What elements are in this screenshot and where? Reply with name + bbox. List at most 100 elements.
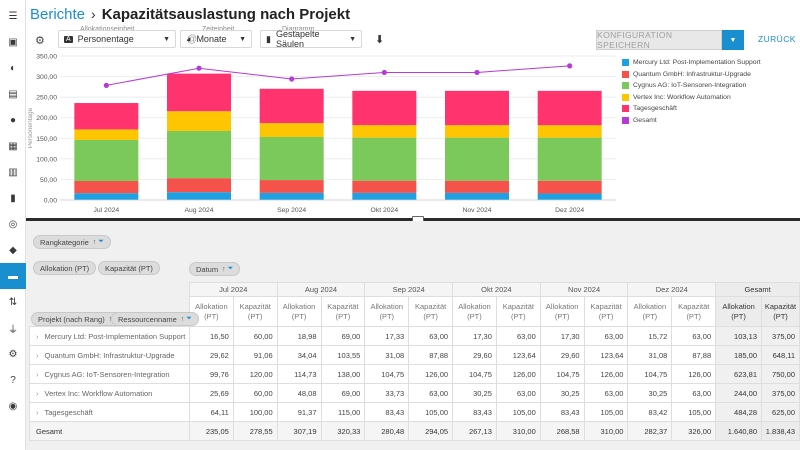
bar-segment[interactable] — [537, 125, 602, 138]
legend-swatch — [622, 59, 629, 67]
page-title: Kapazitätsauslastung nach Projekt — [101, 5, 351, 23]
legend-item[interactable]: Mercury Ltd: Post-Implementation Support — [622, 57, 761, 69]
bar-segment[interactable] — [259, 123, 324, 137]
total-line-point[interactable] — [103, 82, 109, 88]
filter-icon[interactable]: ⏷ — [186, 315, 192, 322]
report-icon[interactable]: ▬ — [0, 263, 26, 289]
total-line-point[interactable] — [567, 63, 573, 69]
bar-segment[interactable] — [352, 192, 417, 200]
diagram-select[interactable]: ▮ Gestapelte Säulen ▼ — [260, 29, 362, 49]
bar-segment[interactable] — [167, 73, 231, 112]
expand-row-icon[interactable]: › — [36, 407, 39, 417]
bar-segment[interactable] — [445, 90, 509, 126]
project-row-header[interactable]: › Cygnus AG: IoT-Sensoren-Integration — [29, 364, 190, 384]
expand-row-icon[interactable]: › — [36, 331, 39, 341]
bar-segment[interactable] — [445, 180, 509, 193]
legend-item[interactable]: Quantum GmbH: Infrastruktur-Upgrade — [622, 69, 761, 81]
chip-allocation[interactable]: Allokation (PT) — [33, 261, 97, 275]
plug-icon[interactable]: ⏚ — [8, 324, 18, 336]
back-button[interactable]: ZURÜCK — [758, 34, 796, 44]
users-icon[interactable]: ● — [9, 114, 17, 126]
legend-item[interactable]: Vertex Inc: Workflow Automation — [622, 92, 761, 104]
sort-asc-icon[interactable]: ↑ — [222, 265, 226, 273]
chip-capacity[interactable]: Kapazität (PT) — [98, 261, 160, 275]
bar-segment[interactable] — [445, 192, 509, 200]
value-cell: 69,00 — [320, 326, 366, 346]
project-row-header[interactable]: › Mercury Ltd: Post-Implementation Suppor… — [29, 326, 190, 346]
chip-resource-name[interactable]: Ressourcenname ↑ ⏷ — [111, 312, 199, 326]
allocation-unit-select[interactable]: A Personentage ▼ — [58, 30, 176, 48]
bar-segment[interactable] — [537, 193, 602, 200]
project-row-header[interactable]: › Quantum GmbH: Infrastruktur-Upgrade — [29, 345, 190, 365]
bar-segment[interactable] — [259, 180, 324, 193]
gear-icon[interactable]: ⚙ — [35, 35, 45, 47]
bar-segment[interactable] — [259, 136, 324, 181]
bar-segment[interactable] — [445, 137, 509, 181]
bar-segment[interactable] — [445, 125, 509, 138]
total-line-point[interactable] — [289, 76, 295, 82]
bar-segment[interactable] — [537, 137, 602, 181]
list-icon[interactable]: ☰ — [8, 10, 18, 22]
palette-icon[interactable]: ◐ — [9, 62, 17, 74]
compass-icon[interactable]: ◉ — [8, 400, 18, 412]
table-icon[interactable]: ▥ — [8, 166, 18, 178]
bar-segment[interactable] — [167, 130, 231, 179]
expand-row-icon[interactable]: › — [36, 369, 39, 379]
value-cell: 69,00 — [320, 383, 366, 403]
target-icon[interactable]: ◎ — [8, 218, 18, 230]
bar-segment[interactable] — [74, 181, 139, 194]
sort-icon[interactable]: ⇅ — [8, 296, 18, 308]
chip-date[interactable]: Datum ↑ ⏷ — [189, 262, 241, 276]
time-unit-select[interactable]: ◕ Monate ▼ — [180, 30, 252, 48]
value-cell: 25,69 — [188, 383, 234, 403]
table-row: › Cygnus AG: IoT-Sensoren-Integration 99,7… — [29, 364, 800, 384]
sort-asc-icon[interactable]: ↑ — [109, 316, 113, 323]
bar-segment[interactable] — [74, 129, 139, 140]
bar-segment[interactable] — [74, 103, 139, 130]
legend-item[interactable]: Cygnus AG: IoT-Sensoren-Integration — [622, 80, 761, 92]
bar-segment[interactable] — [167, 111, 231, 131]
total-cell: 185,00 — [715, 345, 762, 365]
bar-segment[interactable] — [537, 90, 602, 126]
legend-item[interactable]: Tagesgeschäft — [622, 103, 761, 115]
bar-segment[interactable] — [352, 180, 417, 193]
legend-label: Quantum GmbH: Infrastruktur-Upgrade — [633, 70, 751, 78]
breadcrumb-reports-link[interactable]: Berichte — [30, 5, 86, 23]
bar-segment[interactable] — [352, 90, 417, 126]
kanban-icon[interactable]: ▮ — [10, 192, 16, 204]
total-line-point[interactable] — [381, 69, 387, 76]
chip-rank-category[interactable]: Rangkategorie ↑ ⏷ — [33, 235, 111, 249]
project-row-header[interactable]: › Vertex Inc: Workflow Automation — [29, 383, 190, 403]
bar-segment[interactable] — [352, 137, 417, 181]
server-icon[interactable]: ▦ — [8, 140, 18, 152]
gear-icon[interactable]: ⚙ — [8, 348, 18, 360]
bar-segment[interactable] — [352, 125, 417, 138]
expand-row-icon[interactable]: › — [36, 388, 39, 398]
filter-icon[interactable]: ⏷ — [98, 238, 104, 245]
contact-icon[interactable]: ▤ — [8, 88, 18, 100]
help-icon[interactable]: ? — [10, 374, 16, 386]
bar-segment[interactable] — [167, 178, 231, 193]
project-row-header[interactable]: › Tagesgeschäft — [29, 402, 190, 422]
sort-asc-icon[interactable]: ↑ — [180, 315, 185, 323]
legend-item[interactable]: Gesamt — [622, 115, 761, 127]
bar-segment[interactable] — [537, 180, 602, 194]
value-cell: 307,19 — [276, 421, 322, 441]
bar-segment[interactable] — [259, 192, 324, 200]
bar-segment[interactable] — [167, 192, 231, 200]
sort-asc-icon[interactable]: ↑ — [92, 238, 97, 246]
value-cell: 310,00 — [583, 421, 629, 441]
diamond-icon[interactable]: ◆ — [9, 244, 17, 256]
user-card-icon[interactable]: ▣ — [8, 36, 18, 48]
download-icon[interactable]: ⬇ — [375, 34, 385, 46]
expand-row-icon[interactable]: › — [36, 350, 39, 360]
bar-segment[interactable] — [74, 139, 139, 182]
save-configuration-button[interactable]: KONFIGURATION SPEICHERN — [596, 30, 722, 50]
value-cell: 105,00 — [671, 402, 717, 422]
bar-segment[interactable] — [259, 88, 324, 124]
total-line-point[interactable] — [196, 65, 202, 71]
filter-icon[interactable]: ⏷ — [227, 265, 234, 272]
bar-segment[interactable] — [74, 193, 139, 200]
save-options-dropdown-button[interactable]: ▼ — [722, 30, 744, 50]
total-line-point[interactable] — [474, 69, 480, 76]
